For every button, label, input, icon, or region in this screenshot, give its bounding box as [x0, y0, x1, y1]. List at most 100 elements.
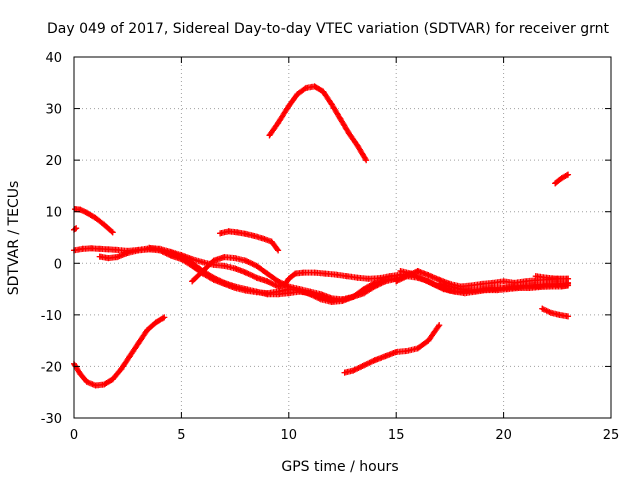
y-tick-label: 40 [45, 51, 62, 66]
data-point [83, 209, 90, 216]
data-point [436, 322, 443, 329]
series-arc-6 [189, 254, 400, 303]
series-arc-9 [341, 322, 443, 376]
data-point [318, 291, 325, 298]
data-point [285, 290, 292, 297]
data-point [500, 285, 507, 292]
data-point [543, 280, 550, 287]
data-point [266, 132, 273, 139]
data-point [260, 235, 267, 242]
data-point [77, 371, 84, 378]
series-arc-13 [436, 279, 572, 294]
series-arc-7 [217, 228, 282, 254]
data-point [92, 382, 99, 389]
data-point [296, 286, 303, 293]
data-point [354, 274, 361, 281]
data-point [92, 214, 99, 221]
data-point [468, 287, 475, 294]
data-point [479, 286, 486, 293]
x-tick-label: 10 [281, 428, 298, 443]
data-point [554, 275, 561, 282]
y-axis-label: SDTVAR / TECUs [6, 181, 22, 296]
data-point [328, 101, 335, 108]
x-tick-label: 5 [177, 428, 185, 443]
data-point [225, 228, 232, 235]
data-point [275, 278, 282, 285]
data-point [354, 142, 361, 149]
data-point [539, 305, 546, 312]
data-point [543, 274, 550, 281]
data-point [360, 290, 367, 297]
data-point [275, 283, 282, 290]
data-point [189, 278, 196, 285]
series-arc-1 [71, 314, 168, 389]
series-markers [539, 305, 571, 320]
data-point [552, 180, 559, 187]
series-arc-17 [71, 225, 80, 233]
grid-lines [74, 57, 611, 418]
x-tick-label: 25 [603, 428, 620, 443]
data-point [343, 273, 350, 280]
data-point [393, 278, 400, 285]
data-point [333, 271, 340, 278]
y-tick-label: -20 [41, 360, 62, 375]
data-point [96, 245, 103, 252]
data-point [96, 253, 103, 260]
data-point [556, 311, 563, 318]
data-point [199, 259, 206, 266]
data-point [457, 286, 464, 293]
data-point [285, 102, 292, 109]
y-tick-label: 0 [54, 257, 62, 272]
data-point [403, 347, 410, 354]
data-point [522, 282, 529, 289]
data-point [341, 369, 348, 376]
data-point [275, 291, 282, 298]
x-tick-label: 0 [70, 428, 78, 443]
data-point [275, 247, 282, 254]
data-point [221, 262, 228, 269]
data-point [109, 376, 116, 383]
data-point [72, 206, 79, 213]
data-point [300, 269, 307, 276]
y-tick-label: -30 [41, 412, 62, 427]
series-arc-16 [552, 171, 572, 187]
data-point [479, 280, 486, 287]
chart-title: Day 049 of 2017, Sidereal Day-to-day VTE… [47, 21, 609, 37]
series-arc-5 [146, 244, 357, 304]
data-point [156, 245, 163, 252]
data-point [307, 288, 314, 295]
data-point [429, 280, 436, 287]
data-point [382, 353, 389, 360]
data-point [414, 268, 421, 275]
data-point [339, 296, 346, 303]
data-point [371, 283, 378, 290]
x-tick-label: 15 [388, 428, 405, 443]
data-point [532, 281, 539, 288]
data-point [345, 130, 352, 137]
data-point [264, 291, 271, 298]
y-tick-label: 10 [45, 206, 62, 221]
data-point [253, 274, 260, 281]
series-markers [72, 206, 116, 236]
data-point [167, 248, 174, 255]
data-point [221, 279, 228, 286]
data-point [152, 319, 159, 326]
data-point [468, 282, 475, 289]
data-point [294, 91, 301, 98]
series-markers [71, 245, 415, 290]
data-point [199, 268, 206, 275]
data-point [232, 283, 239, 290]
data-point [210, 274, 217, 281]
data-point [350, 293, 357, 300]
data-point [511, 283, 518, 290]
data-point [109, 229, 116, 236]
data-point [126, 353, 133, 360]
data-point [328, 295, 335, 302]
data-point [221, 254, 228, 261]
data-point [311, 269, 318, 276]
data-point [322, 270, 329, 277]
data-point [88, 245, 95, 252]
data-point [178, 254, 185, 261]
series-markers [71, 225, 80, 233]
